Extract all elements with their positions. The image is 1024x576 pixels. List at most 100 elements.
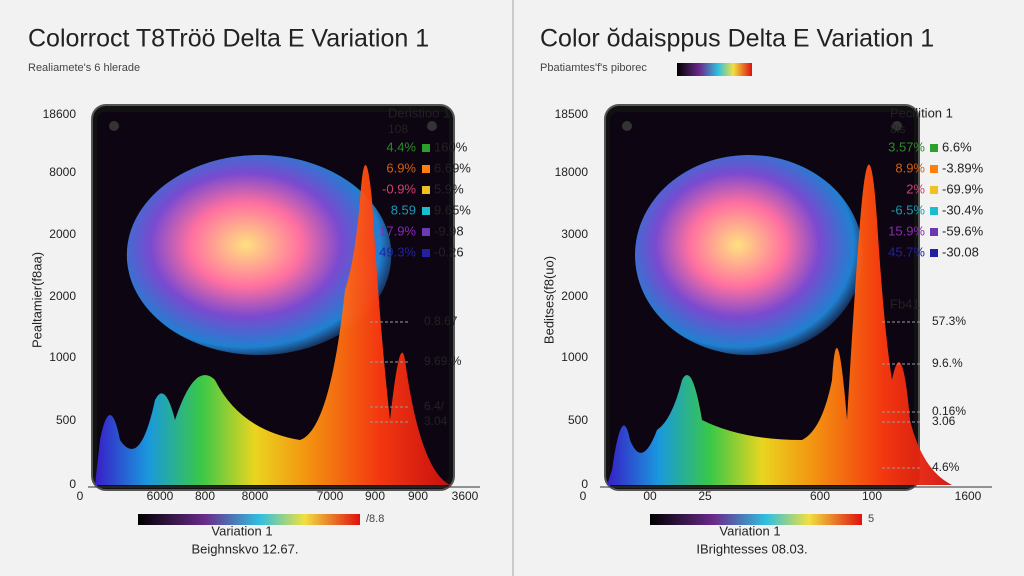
y-tick-label: 2000 bbox=[561, 289, 588, 303]
legend-subtitle: 8is bbox=[890, 122, 905, 136]
colorbar bbox=[138, 514, 360, 525]
callout: 9.69.% bbox=[424, 354, 462, 368]
legend-title: Deristioo 1 bbox=[388, 105, 450, 120]
callout-title: Fb41 bbox=[890, 296, 920, 311]
y-tick-label: 500 bbox=[56, 413, 76, 427]
y-tick-label: 8000 bbox=[49, 165, 76, 179]
callout: 9.6.% bbox=[932, 356, 963, 370]
legend-value: 6.9% bbox=[386, 160, 416, 175]
x-tick-label: 1600 bbox=[955, 489, 982, 503]
x-tick-label: 6000 bbox=[147, 489, 174, 503]
footer: IBrightesses 08.03. bbox=[696, 541, 807, 556]
legend-title: Pecilition 1 bbox=[890, 105, 953, 120]
legend-value: -3.89% bbox=[942, 160, 984, 175]
callout: 0.8.67 bbox=[424, 314, 458, 328]
y-tick-label: 18500 bbox=[555, 107, 589, 121]
camera bbox=[109, 121, 119, 131]
legend-value: -59.6% bbox=[942, 223, 984, 238]
legend-value: -30.4% bbox=[942, 202, 984, 217]
legend-value: 6.69% bbox=[434, 160, 471, 175]
legend-swatch bbox=[422, 186, 430, 194]
legend-value: 45.7% bbox=[888, 244, 925, 259]
colorbar-label: Variation 1 bbox=[719, 523, 780, 538]
callout: 6.4/ bbox=[424, 399, 445, 413]
x-tick-label: 0 bbox=[580, 489, 587, 503]
x-tick-label: 900 bbox=[408, 489, 428, 503]
legend-swatch bbox=[422, 207, 430, 215]
legend-swatch bbox=[930, 165, 938, 173]
colorbar-end: 5 bbox=[868, 513, 874, 525]
legend-value: 8.59 bbox=[391, 202, 416, 217]
y-axis-label: Pealtamier(f8aa) bbox=[29, 252, 44, 348]
legend-value: -0.26 bbox=[434, 244, 464, 259]
y-axis-label: Beditses(f8(uo) bbox=[541, 256, 556, 344]
panel: Colorroct T8Tröö Delta E Variation 1 Real… bbox=[28, 25, 480, 556]
legend-value: -9.98 bbox=[434, 223, 464, 238]
legend-swatch bbox=[422, 228, 430, 236]
callout: 0.16% bbox=[932, 404, 966, 418]
title: Colorroct T8Tröö Delta E Variation 1 bbox=[28, 25, 429, 53]
legend-value: 8.9% bbox=[895, 160, 925, 175]
x-tick-label: 8000 bbox=[242, 489, 269, 503]
legend-value: 9.65% bbox=[434, 202, 471, 217]
x-tick-label: 25 bbox=[698, 489, 712, 503]
x-tick-label: 600 bbox=[810, 489, 830, 503]
x-tick-label: 0 bbox=[77, 489, 84, 503]
y-tick-label: 500 bbox=[568, 413, 588, 427]
callout: 4.6% bbox=[932, 460, 960, 474]
title: Color ŏdaisppus Delta E Variation 1 bbox=[540, 25, 934, 53]
subtitle-gradient bbox=[677, 63, 752, 76]
x-tick-label: 7000 bbox=[317, 489, 344, 503]
y-tick-label: 1000 bbox=[49, 350, 76, 364]
legend-value: -30.08 bbox=[942, 244, 979, 259]
legend-value: 3.57% bbox=[888, 139, 925, 154]
y-tick-label: 2000 bbox=[49, 289, 76, 303]
legend-swatch bbox=[422, 249, 430, 257]
legend-value: -0.9% bbox=[382, 181, 416, 196]
legend-value: 17.9% bbox=[379, 223, 416, 238]
colorbar bbox=[650, 514, 862, 525]
legend-value: 160% bbox=[434, 139, 468, 154]
x-tick-label: 3600 bbox=[452, 489, 479, 503]
legend-value: 6.6% bbox=[942, 139, 972, 154]
legend-swatch bbox=[422, 165, 430, 173]
y-tick-label: 3000 bbox=[561, 227, 588, 241]
legend-swatch bbox=[930, 144, 938, 152]
orb bbox=[635, 155, 863, 355]
legend-value: -6.5% bbox=[891, 202, 925, 217]
subtitle: Pbatiamtes'f's piborec bbox=[540, 62, 647, 74]
orb bbox=[126, 155, 392, 355]
callout: 3.04 bbox=[424, 414, 448, 428]
colorbar-label: Variation 1 bbox=[211, 523, 272, 538]
legend-value: -69.9% bbox=[942, 181, 984, 196]
y-tick-label: 0 bbox=[69, 477, 76, 491]
legend-swatch bbox=[930, 186, 938, 194]
camera bbox=[892, 121, 902, 131]
colorbar-end: /8.8 bbox=[366, 513, 384, 525]
spectrum bbox=[607, 164, 952, 485]
legend-swatch bbox=[422, 144, 430, 152]
legend-value: 49.3% bbox=[379, 244, 416, 259]
subtitle: Realiamete's 6 hlerade bbox=[28, 62, 140, 74]
x-tick-label: 800 bbox=[195, 489, 215, 503]
legend-swatch bbox=[930, 207, 938, 215]
y-tick-label: 2000 bbox=[49, 227, 76, 241]
camera bbox=[622, 121, 632, 131]
legend-value: 5.9% bbox=[434, 181, 464, 196]
callout: 57.3% bbox=[932, 314, 966, 328]
legend-subtitle: 108 bbox=[388, 122, 408, 136]
legend-value: 4.4% bbox=[386, 139, 416, 154]
y-tick-label: 1000 bbox=[561, 350, 588, 364]
x-tick-label: 100 bbox=[862, 489, 882, 503]
panel: Color ŏdaisppus Delta E Variation 1 Pbati… bbox=[540, 25, 992, 556]
x-tick-label: 900 bbox=[365, 489, 385, 503]
spectrum bbox=[95, 165, 450, 485]
legend-swatch bbox=[930, 249, 938, 257]
legend-value: 15.9% bbox=[888, 223, 925, 238]
camera bbox=[427, 121, 437, 131]
legend-value: 2% bbox=[906, 181, 925, 196]
legend-swatch bbox=[930, 228, 938, 236]
footer: Beighnskvo 12.67. bbox=[192, 541, 299, 556]
y-tick-label: 18000 bbox=[555, 165, 589, 179]
